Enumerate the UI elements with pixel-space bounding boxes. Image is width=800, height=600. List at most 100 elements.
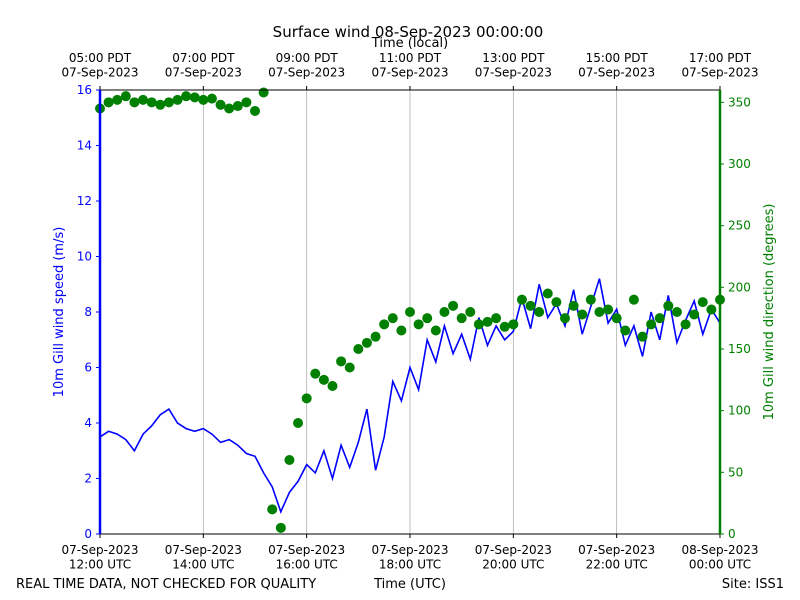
direction-point (430, 325, 441, 336)
direction-point (284, 455, 295, 465)
x2-tick-label: 15:00 PDT 07-Sep-2023 (578, 51, 655, 79)
direction-point (516, 294, 527, 305)
x2-tick-label: 07:00 PDT 07-Sep-2023 (165, 51, 242, 79)
direction-point (671, 307, 682, 317)
direction-point (120, 91, 131, 102)
direction-point (129, 97, 140, 108)
y-axis-label: 10m Gill wind speed (m/s) (52, 227, 67, 398)
direction-point (258, 87, 269, 98)
x-tick-label: 07-Sep-2023 20:00 UTC (475, 543, 552, 571)
direction-point (327, 381, 338, 391)
x2-tick-label: 13:00 PDT 07-Sep-2023 (475, 51, 552, 79)
y2-tick-label: 100 (728, 404, 751, 418)
direction-point (585, 294, 596, 305)
y-tick-label: 16 (77, 83, 92, 97)
direction-point (689, 309, 700, 320)
direction-point (215, 99, 226, 110)
x-tick-label: 07-Sep-2023 18:00 UTC (371, 543, 448, 571)
direction-point (405, 307, 415, 317)
direction-point (344, 362, 355, 373)
direction-point (508, 319, 519, 330)
y2-tick-label: 0 (728, 527, 736, 541)
direction-point (370, 331, 381, 342)
direction-point (620, 325, 631, 336)
direction-point (654, 313, 665, 324)
x-tick-label: 07-Sep-2023 22:00 UTC (578, 543, 655, 571)
direction-point (568, 300, 579, 311)
direction-point (172, 94, 183, 105)
y2-tick-label: 150 (728, 342, 751, 356)
footer-note: REAL TIME DATA, NOT CHECKED FOR QUALITY (16, 577, 316, 592)
direction-point (456, 313, 467, 324)
y-tick-label: 2 (84, 472, 92, 486)
direction-point (241, 97, 252, 108)
direction-point (603, 304, 614, 315)
y-tick-label: 0 (84, 527, 92, 541)
direction-point (293, 418, 304, 428)
direction-point (361, 337, 372, 348)
direction-point (697, 297, 708, 308)
y2-tick-label: 250 (728, 219, 751, 233)
x2-axis-label: Time (local) (371, 36, 448, 51)
chart-title: Surface wind 08-Sep-2023 00:00:00 (273, 23, 544, 41)
direction-point (198, 94, 209, 105)
direction-point (663, 300, 674, 311)
direction-point (499, 321, 510, 332)
footer-site: Site: ISS1 (722, 577, 784, 592)
direction-point (396, 325, 407, 336)
x2-tick-label: 09:00 PDT 07-Sep-2023 (268, 51, 345, 79)
direction-point (275, 522, 286, 533)
direction-point (318, 374, 329, 385)
direction-point (611, 313, 622, 324)
x-tick-label: 07-Sep-2023 12:00 UTC (61, 543, 138, 571)
direction-point (542, 288, 553, 299)
y2-tick-label: 350 (728, 95, 751, 109)
direction-point (387, 313, 398, 324)
y-tick-label: 6 (84, 361, 92, 375)
direction-point (379, 319, 390, 330)
y2-axis-label: 10m Gill wind direction (degrees) (762, 204, 777, 421)
direction-point (628, 294, 639, 305)
y-tick-label: 14 (77, 139, 92, 153)
direction-point (413, 319, 424, 330)
direction-point (336, 356, 347, 367)
direction-point (250, 105, 260, 116)
direction-point (637, 331, 648, 342)
direction-point (491, 313, 502, 324)
direction-point (181, 91, 192, 102)
direction-point (206, 93, 217, 104)
y-tick-label: 10 (77, 250, 92, 264)
x-tick-label: 07-Sep-2023 16:00 UTC (268, 543, 345, 571)
direction-point (267, 504, 278, 515)
direction-point (224, 103, 235, 114)
direction-point (112, 94, 123, 105)
direction-point (146, 97, 157, 108)
y-tick-label: 4 (84, 416, 92, 430)
y-tick-label: 8 (84, 305, 92, 319)
y2-tick-label: 300 (728, 157, 751, 171)
direction-point (482, 316, 493, 327)
direction-point (232, 101, 243, 112)
x-tick-label: 07-Sep-2023 14:00 UTC (165, 543, 242, 571)
direction-point (680, 319, 691, 330)
direction-point (465, 307, 476, 317)
direction-point (706, 304, 717, 315)
x2-tick-label: 17:00 PDT 07-Sep-2023 (681, 51, 758, 79)
direction-point (422, 313, 433, 324)
x2-tick-label: 05:00 PDT 07-Sep-2023 (61, 51, 138, 79)
y2-tick-label: 50 (728, 465, 743, 479)
direction-point (189, 92, 200, 103)
direction-point (577, 309, 588, 320)
y-tick-label: 12 (77, 194, 92, 208)
direction-point (163, 97, 174, 108)
direction-point (646, 319, 657, 330)
direction-point (551, 297, 562, 308)
direction-point (138, 94, 149, 105)
direction-point (473, 319, 484, 330)
direction-point (594, 307, 605, 317)
direction-point (448, 300, 459, 311)
direction-point (534, 307, 545, 317)
direction-point (310, 368, 321, 379)
direction-point (560, 313, 570, 324)
